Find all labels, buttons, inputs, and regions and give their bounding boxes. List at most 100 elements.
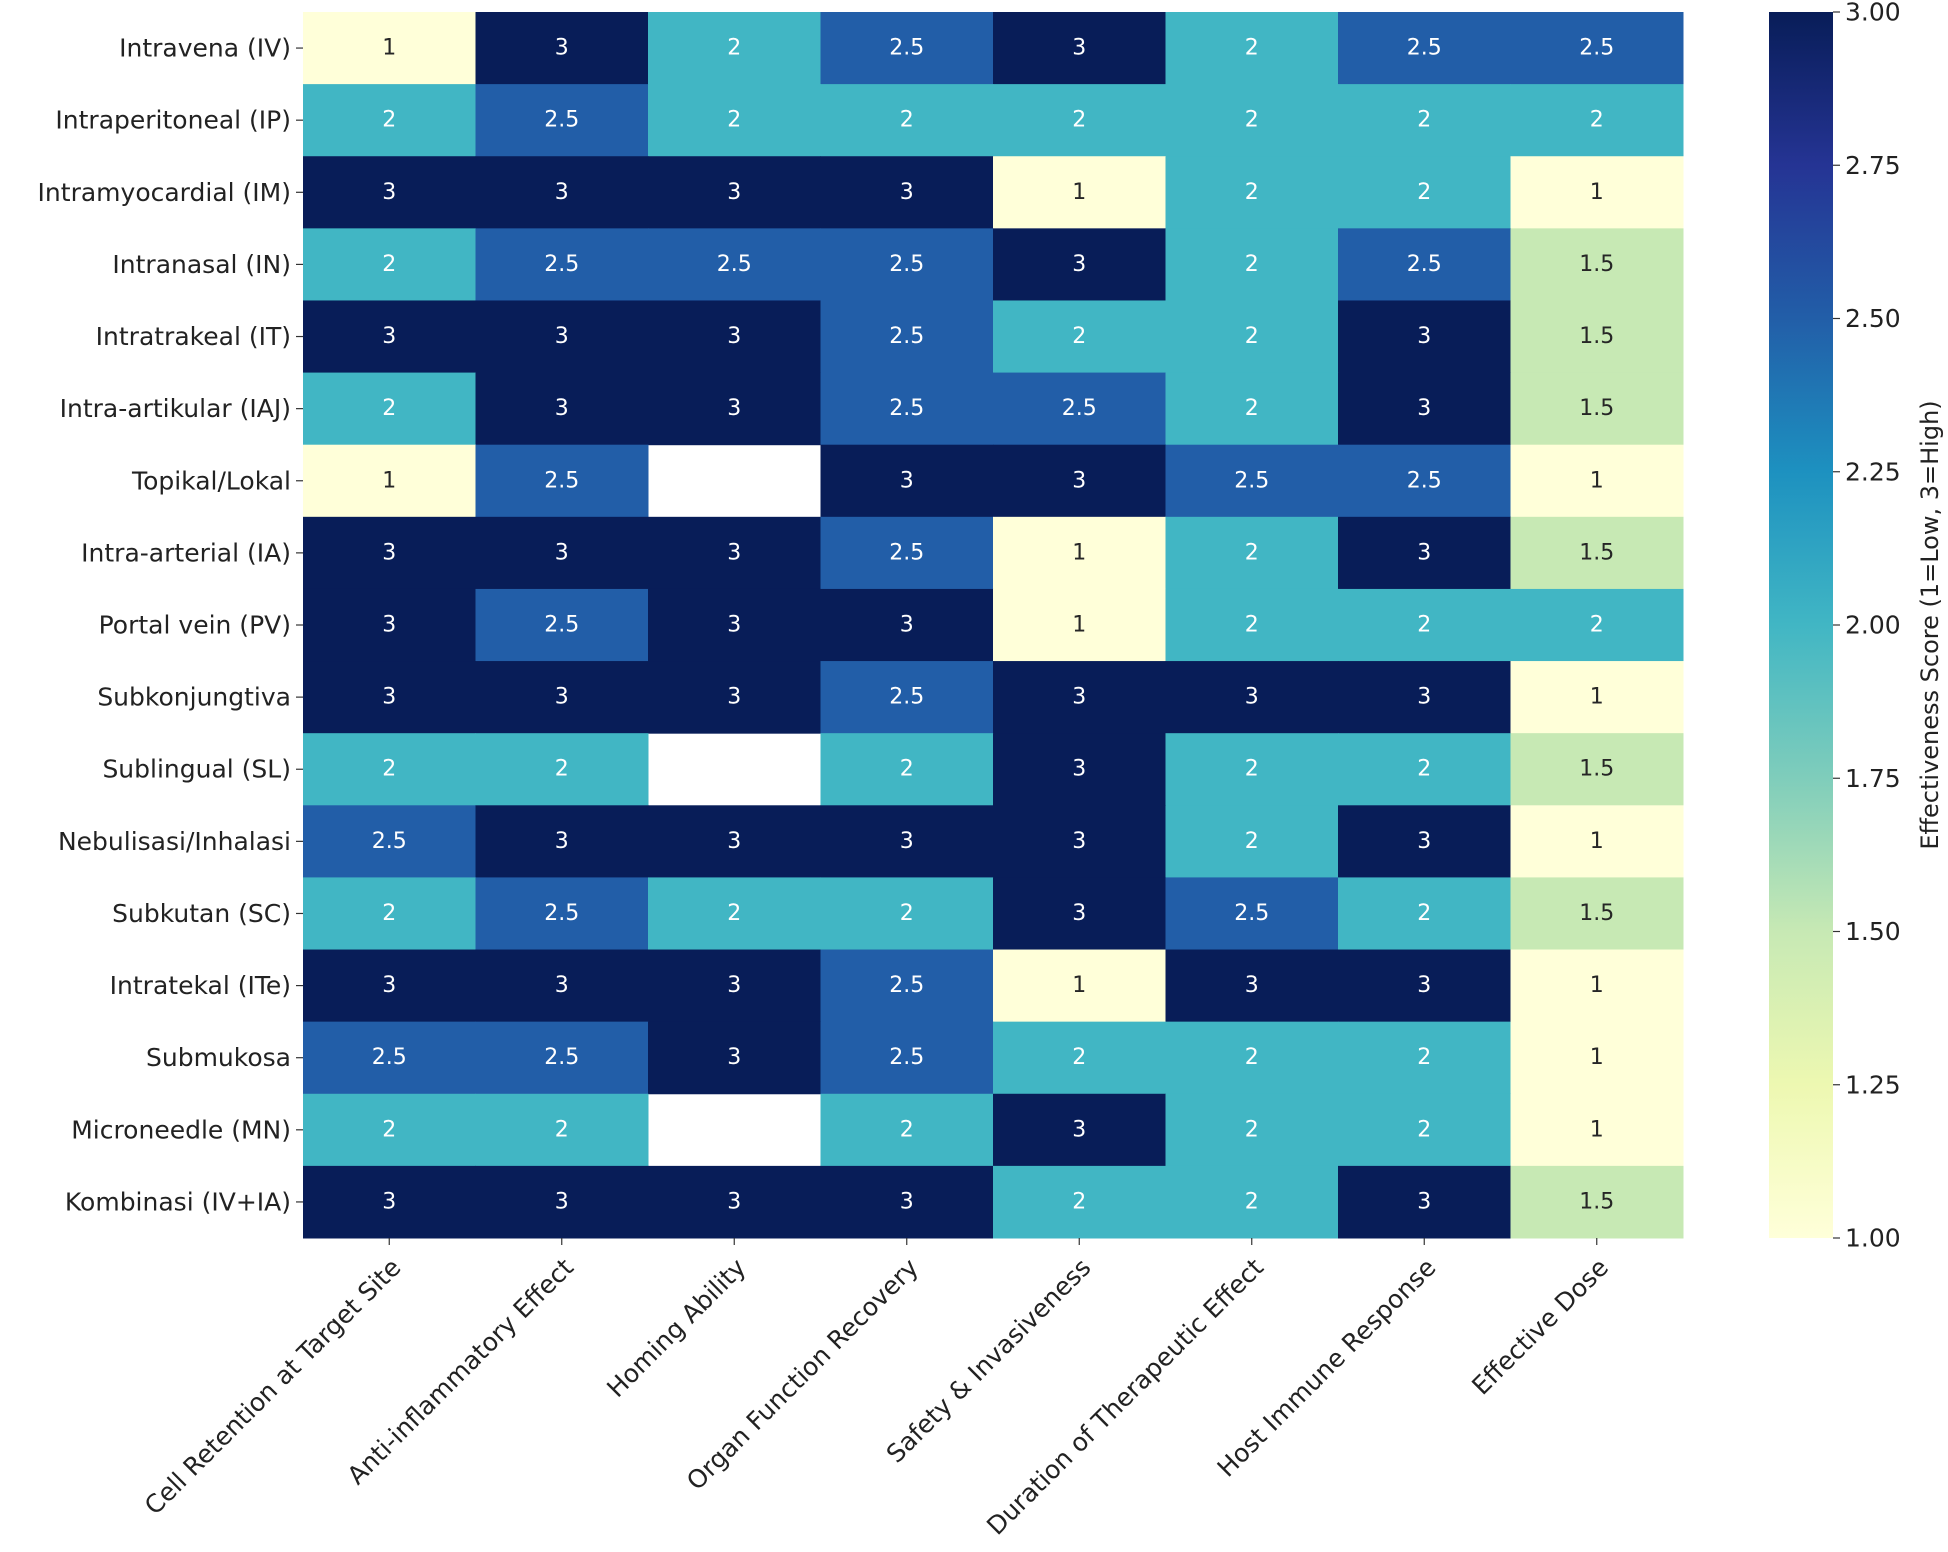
heatmap-cell [1510,516,1684,590]
heatmap-cell [475,228,649,301]
cell-label: 2 [1590,613,1604,638]
cell-label: 2.5 [1407,36,1442,61]
heatmap-cell [475,877,649,951]
heatmap-cell [1338,1093,1511,1167]
cell-label: 1 [1590,1045,1604,1070]
heatmap-cell [1338,84,1511,157]
heatmap-cell [303,949,476,1023]
heatmap-cell [820,156,994,229]
cell-label: 2.5 [544,613,579,638]
heatmap-cell [1165,1093,1339,1167]
heatmap-cell [1338,588,1511,662]
heatmap-cell [1338,805,1511,878]
cell-label: 3 [900,613,914,638]
cell-label: 2.5 [372,1045,407,1070]
cell-label: 3 [727,613,741,638]
heatmap-cell [820,1093,994,1167]
y-tick-label: Intramyocardial (IM) [38,178,291,207]
heatmap-cell [1338,372,1511,446]
heatmap-cell [648,84,821,157]
cell-label: 2 [1245,540,1259,565]
heatmap-cell [993,949,1166,1023]
cell-label: 3 [382,324,396,349]
cell-label: 3 [1072,829,1086,854]
heatmap-cell [1338,1165,1511,1239]
cell-label: 3 [900,1189,914,1214]
cell-label: 2 [900,108,914,133]
heatmap-cell [820,733,994,806]
heatmap-cell [1338,12,1511,85]
cell-label: 3 [900,180,914,205]
cell-label: 3 [1072,36,1086,61]
heatmap-cell [1165,300,1339,374]
cell-label: 3 [382,540,396,565]
heatmap-cell [648,805,821,878]
cell-label: 3 [727,1189,741,1214]
cell-label: 3 [1072,1117,1086,1142]
cell-label: 3 [727,829,741,854]
heatmap-cell [475,588,649,662]
heatmap-cell [1510,877,1684,951]
cell-label: 2.5 [544,901,579,926]
heatmap-cell [993,300,1166,374]
heatmap-cell [648,12,821,85]
colorbar-tick-label: 1.00 [1845,1224,1901,1253]
cell-label: 2 [1072,1045,1086,1070]
cell-label: 3 [555,973,569,998]
heatmap-cell [1510,733,1684,806]
heatmap-cell [993,1093,1166,1167]
cell-label: 1.5 [1579,540,1614,565]
cell-label: 3 [900,829,914,854]
x-tick-label: Homing Ability [601,1253,751,1403]
cell-label: 2 [1417,108,1431,133]
cell-label: 1 [1590,685,1604,710]
cell-label: 2 [382,757,396,782]
heatmap-cell [475,1093,649,1167]
heatmap-cell [1165,84,1339,157]
heatmap-cell [303,805,476,878]
cell-label: 2 [727,901,741,926]
heatmap-cell [303,372,476,446]
heatmap-cell [820,588,994,662]
cell-label: 2.5 [1234,468,1269,493]
cell-label: 2.5 [372,829,407,854]
heatmap-cell [1165,1165,1339,1239]
cell-label: 2 [1417,901,1431,926]
cell-label: 1 [1590,829,1604,854]
heatmap-cell [475,372,649,446]
cell-label: 2 [382,108,396,133]
heatmap-cell [648,877,821,951]
heatmap-cell [1338,444,1511,518]
heatmap-cell [1165,1021,1339,1095]
heatmap-cell [475,156,649,229]
heatmap-cell [303,156,476,229]
cell-label: 3 [1417,396,1431,421]
heatmap-cell [1165,516,1339,590]
heatmap-cell [1338,300,1511,374]
cell-label: 3 [1417,324,1431,349]
cell-label: 1 [1590,180,1604,205]
cell-label: 2.5 [544,252,579,277]
heatmap-cell [1165,661,1339,734]
cell-label: 2.5 [889,540,924,565]
cell-label: 2 [1245,1117,1259,1142]
heatmap-cell [475,300,649,374]
heatmap-cell [820,228,994,301]
x-tick-label: Duration of Therapeutic Effect [981,1253,1269,1541]
cell-label: 3 [727,324,741,349]
heatmap-cell [1510,1021,1684,1095]
cell-label: 2 [555,757,569,782]
heatmap-cell [993,661,1166,734]
heatmap-cell [1510,444,1684,518]
cell-label: 2.5 [1579,36,1614,61]
heatmap-cell [1510,588,1684,662]
heatmap-cell [1510,1165,1684,1239]
cell-label: 2 [1245,252,1259,277]
heatmap-cell [820,877,994,951]
cell-label: 3 [555,1189,569,1214]
heatmap-cell [820,1021,994,1095]
heatmap-cell [1165,12,1339,85]
colorbar-tick-label: 2.00 [1845,611,1901,640]
heatmap-cell [1165,156,1339,229]
